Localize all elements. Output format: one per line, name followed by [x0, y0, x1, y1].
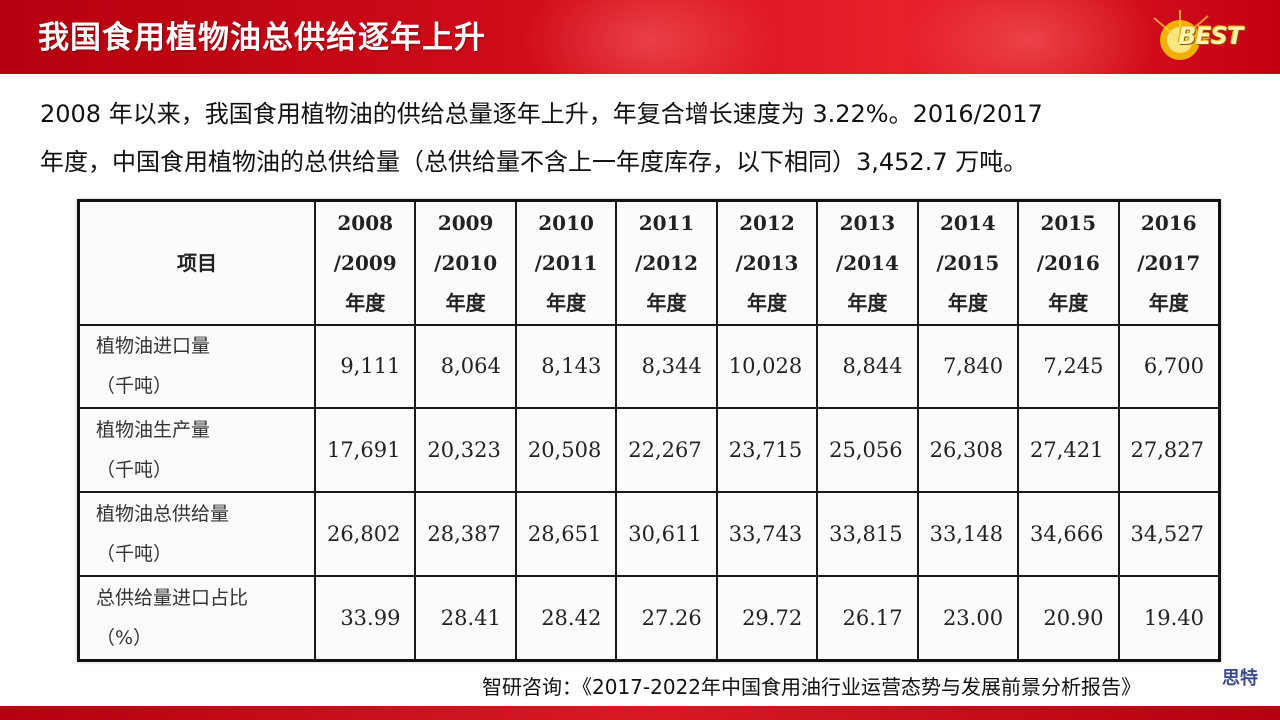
table-cell: 6,700: [1117, 323, 1221, 410]
header-year-2015: 2015/2016 年度: [1017, 199, 1120, 326]
table-cell: 33,743: [715, 491, 819, 578]
table-cell: 7,245: [1017, 323, 1120, 410]
table-cell: 22,267: [615, 407, 718, 494]
logo-rays-icon: [1153, 10, 1211, 60]
table-row-production: 植物油生产量 （千吨） 17,691 20,323 20,508 22,267 2…: [77, 407, 1221, 494]
row-label: 植物油生产量 （千吨）: [77, 407, 316, 494]
supply-table: 项目 2008/2009 年度 2009/2010 年度 2010/2011 年度 2…: [77, 199, 1221, 662]
table-cell: 20,508: [514, 407, 618, 494]
table-cell: 19.40: [1117, 575, 1221, 662]
table-cell: 9,111: [313, 323, 417, 410]
table-cell: 27,827: [1117, 407, 1221, 494]
title-bar-glow: [900, 0, 1160, 74]
best-logo: BEST: [1150, 8, 1260, 66]
watermark-text: 思特: [1222, 668, 1258, 689]
table-cell: 27,421: [1017, 407, 1120, 494]
table-cell: 7,840: [916, 323, 1020, 410]
table-cell: 8,344: [615, 323, 718, 410]
table-cell: 25,056: [816, 407, 919, 494]
table-cell: 23,715: [715, 407, 819, 494]
table-cell: 8,844: [816, 323, 919, 410]
header-year-2013: 2013/2014 年度: [816, 199, 919, 326]
table-cell: 17,691: [313, 407, 417, 494]
page-title: 我国食用植物油总供给逐年上升: [38, 20, 486, 56]
table-row-import-share: 总供给量进口占比 （%） 33.99 28.41 28.42 27.26 29.7…: [77, 575, 1221, 662]
source-citation: 智研咨询：《2017-2022年中国食用油行业运营态势与发展前景分析报告》: [482, 675, 1142, 699]
header-year-2010: 2010/2011 年度: [514, 199, 618, 326]
table-cell: 28,387: [414, 491, 517, 578]
header-year-2011: 2011/2012 年度: [615, 199, 718, 326]
table-cell: 20,323: [414, 407, 517, 494]
header-year-2009: 2009/2010 年度: [414, 199, 517, 326]
table-cell: 8,143: [514, 323, 618, 410]
header-year-2014: 2014/2015 年度: [916, 199, 1020, 326]
table-cell: 34,527: [1117, 491, 1221, 578]
table-cell: 8,064: [414, 323, 517, 410]
title-bar-glow: [520, 0, 780, 74]
table-header-row: 项目 2008/2009 年度 2009/2010 年度 2010/2011 年度 2…: [77, 199, 1221, 326]
table-cell: 28,651: [514, 491, 618, 578]
table-cell: 33.99: [313, 575, 417, 662]
row-label: 总供给量进口占比 （%）: [77, 575, 316, 662]
watermark: 思特: [1118, 664, 1258, 704]
header-year-2016: 2016/2017 年度: [1117, 199, 1221, 326]
table-cell: 28.41: [414, 575, 517, 662]
logo-text: BEST: [1178, 22, 1243, 50]
table-row-total-supply: 植物油总供给量 （千吨） 26,802 28,387 28,651 30,611 …: [77, 491, 1221, 578]
intro-line-2: 年度，中国食用植物油的总供给量（总供给量不含上一年度库存，以下相同）3,452.…: [40, 148, 1028, 176]
table-cell: 33,148: [916, 491, 1020, 578]
bottom-bar: [0, 706, 1280, 720]
table-cell: 27.26: [615, 575, 718, 662]
table-cell: 30,611: [615, 491, 718, 578]
table-cell: 26,802: [313, 491, 417, 578]
table-cell: 29.72: [715, 575, 819, 662]
table-cell: 33,815: [816, 491, 919, 578]
header-item: 项目: [77, 199, 316, 326]
table-cell: 28.42: [514, 575, 618, 662]
table-cell: 10,028: [715, 323, 819, 410]
table-cell: 23.00: [916, 575, 1020, 662]
table-cell: 26,308: [916, 407, 1020, 494]
table-row-imports: 植物油进口量 （千吨） 9,111 8,064 8,143 8,344 10,02…: [77, 323, 1221, 410]
intro-line-1: 2008 年以来，我国食用植物油的供给总量逐年上升，年复合增长速度为 3.22%…: [40, 100, 1043, 128]
row-label: 植物油进口量 （千吨）: [77, 323, 316, 410]
intro-paragraph: 2008 年以来，我国食用植物油的供给总量逐年上升，年复合增长速度为 3.22%…: [40, 90, 1240, 186]
table-cell: 34,666: [1017, 491, 1120, 578]
table-cell: 26.17: [816, 575, 919, 662]
header-year-2012: 2012/2013 年度: [715, 199, 819, 326]
header-year-2008: 2008/2009 年度: [313, 199, 417, 326]
supply-table-container: 项目 2008/2009 年度 2009/2010 年度 2010/2011 年度 2…: [77, 199, 1221, 662]
table-cell: 20.90: [1017, 575, 1120, 662]
row-label: 植物油总供给量 （千吨）: [77, 491, 316, 578]
title-bar: 我国食用植物油总供给逐年上升 BEST: [0, 0, 1280, 74]
